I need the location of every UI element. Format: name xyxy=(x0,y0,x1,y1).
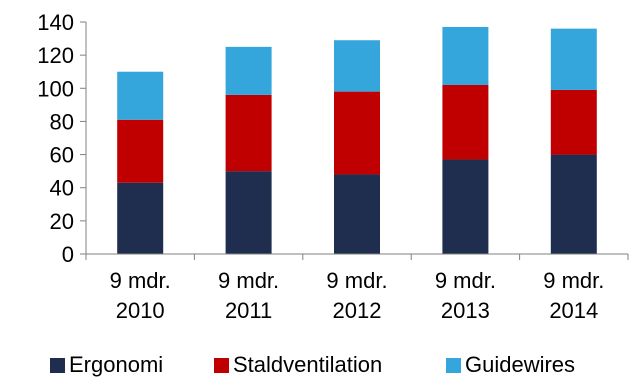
bar-segment-staldventilation xyxy=(550,89,597,155)
bar-segment-ergonomi xyxy=(225,171,272,254)
y-tick-label: 80 xyxy=(50,109,74,134)
legend-label-ergonomi: Ergonomi xyxy=(69,352,163,377)
x-category-label: 9 mdr. 2013 xyxy=(435,268,496,323)
legend-swatch-ergonomi xyxy=(50,358,65,373)
bar-segment-guidewires xyxy=(550,28,597,90)
x-category-label: 9 mdr. 2010 xyxy=(110,268,171,323)
bar-segment-ergonomi xyxy=(442,159,489,254)
y-tick-label: 20 xyxy=(50,209,74,234)
bar-segment-staldventilation xyxy=(117,119,164,183)
y-tick-label: 120 xyxy=(37,43,74,68)
legend: Ergonomi Staldventilation Guidewires xyxy=(50,352,575,377)
y-tick-label: 60 xyxy=(50,143,74,168)
x-category-label: 9 mdr. 2011 xyxy=(218,268,279,323)
y-tick-label: 100 xyxy=(37,76,74,101)
bar-segment-guidewires xyxy=(117,71,164,120)
bar-segment-guidewires xyxy=(442,26,489,85)
y-axis: 0 20 40 60 80 100 120 140 xyxy=(37,10,87,267)
legend-label-guidewires: Guidewires xyxy=(465,352,575,377)
legend-swatch-staldventilation xyxy=(214,358,229,373)
bar-segment-ergonomi xyxy=(550,154,597,254)
legend-label-staldventilation: Staldventilation xyxy=(233,352,382,377)
bar-segment-ergonomi xyxy=(334,174,380,254)
y-tick-label: 40 xyxy=(50,176,74,201)
bar-segment-staldventilation xyxy=(442,84,489,160)
bar-segment-staldventilation xyxy=(334,91,380,175)
x-category-label: 9 mdr. 2014 xyxy=(543,268,604,323)
legend-swatch-guidewires xyxy=(446,358,461,373)
bar-segment-ergonomi xyxy=(117,182,164,254)
y-tick-label: 140 xyxy=(37,10,74,35)
bar-segment-staldventilation xyxy=(225,94,272,172)
bars xyxy=(117,26,597,254)
y-tick-label: 0 xyxy=(62,242,74,267)
x-category-label: 9 mdr. 2012 xyxy=(326,268,387,323)
bar-segment-guidewires xyxy=(334,40,380,92)
bar-segment-guidewires xyxy=(225,46,272,95)
x-axis: 9 mdr. 2010 9 mdr. 2011 9 mdr. 2012 9 mdr. 2013… xyxy=(85,253,629,323)
